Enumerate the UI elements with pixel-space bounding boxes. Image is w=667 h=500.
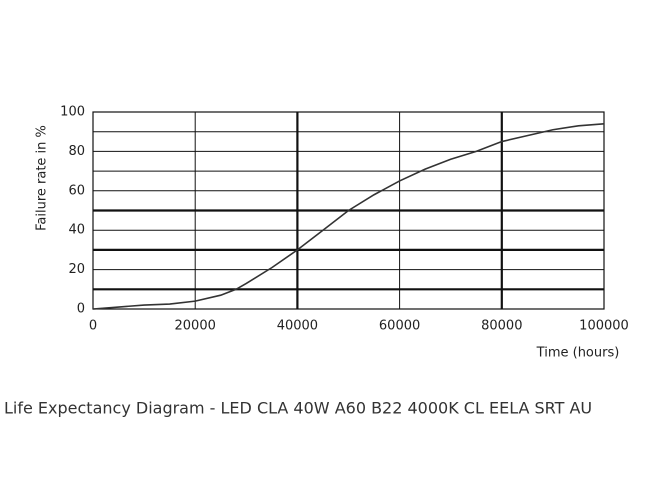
y-tick-label: 40	[68, 223, 85, 238]
y-tick-label: 60	[68, 183, 85, 198]
x-axis-label: Time (hours)	[536, 346, 620, 361]
plot-frame	[92, 111, 605, 310]
y-tick-label: 0	[77, 302, 85, 317]
caption: Life Expectancy Diagram - LED CLA 40W A6…	[4, 399, 592, 418]
y-tick-label: 100	[60, 105, 85, 120]
x-tick-label: 100000	[579, 319, 629, 334]
y-tick-label: 80	[68, 144, 85, 159]
y-tick-label: 20	[68, 262, 85, 277]
x-tick-label: 40000	[277, 319, 318, 334]
x-tick-label: 0	[89, 319, 97, 334]
y-axis-label: Failure rate in %	[35, 125, 50, 231]
data-line	[92, 123, 605, 310]
x-tick-label: 60000	[379, 319, 420, 334]
x-tick-label: 80000	[481, 319, 522, 334]
x-tick-label: 20000	[175, 319, 216, 334]
